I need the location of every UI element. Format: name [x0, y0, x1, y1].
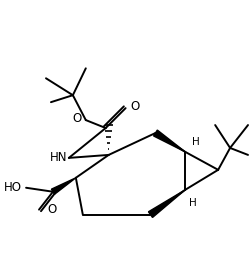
Text: O: O: [47, 203, 56, 216]
Text: H: H: [192, 137, 200, 147]
Text: H: H: [189, 198, 197, 208]
Polygon shape: [154, 130, 185, 152]
Polygon shape: [52, 178, 76, 194]
Text: HN: HN: [50, 152, 67, 164]
Polygon shape: [148, 190, 185, 217]
Text: O: O: [130, 100, 140, 113]
Text: O: O: [72, 112, 82, 125]
Text: HO: HO: [4, 181, 22, 194]
